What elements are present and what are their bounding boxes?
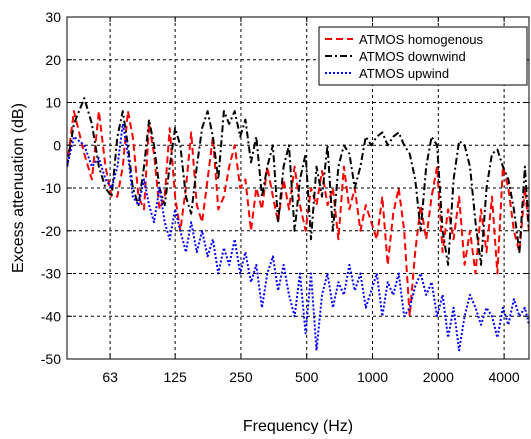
- y-axis-label: Excess attenuation (dB): [10, 103, 27, 273]
- x-tick-label: 125: [163, 369, 187, 385]
- x-tick-label: 500: [295, 369, 319, 385]
- legend-label: ATMOS upwind: [359, 66, 449, 81]
- x-axis-label: Frequency (Hz): [243, 418, 353, 434]
- x-tick-label: 4000: [489, 369, 520, 385]
- y-tick-label: 10: [45, 95, 61, 111]
- y-tick-label: 0: [53, 137, 61, 153]
- series-group: [67, 97, 529, 352]
- x-tick-label: 2000: [423, 369, 454, 385]
- ticks: 63 125 250 500 1000 2000 4000 -50 -40 -30 -20 -10 0 1…: [41, 9, 529, 385]
- legend-box: [318, 26, 528, 86]
- series-line-3: [67, 122, 529, 352]
- series-line-2: [67, 97, 529, 266]
- y-tick-label: 20: [45, 52, 61, 68]
- x-tick-label: 63: [102, 369, 118, 385]
- legend-label: ATMOS downwind: [359, 49, 466, 64]
- y-tick-label: 30: [45, 9, 61, 25]
- y-tick-label: -50: [41, 351, 61, 367]
- legend-label: ATMOS homogenous: [359, 32, 484, 47]
- y-tick-label: -20: [41, 223, 61, 239]
- legend: ATMOS homogenous ATMOS downwind ATMOS upwi…: [318, 26, 528, 86]
- y-tick-label: -30: [41, 266, 61, 282]
- y-tick-label: -40: [41, 308, 61, 324]
- series-line-1: [67, 110, 529, 318]
- x-tick-label: 1000: [357, 369, 388, 385]
- x-tick-label: 250: [229, 369, 253, 385]
- y-tick-label: -10: [41, 180, 61, 196]
